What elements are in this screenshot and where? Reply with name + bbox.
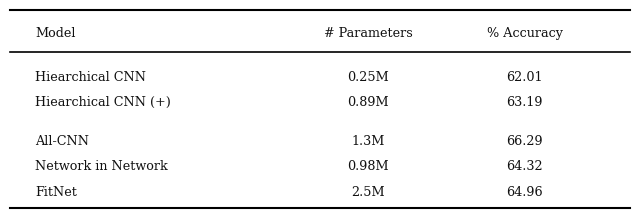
Text: 0.25M: 0.25M <box>347 71 389 84</box>
Text: Model: Model <box>35 26 76 40</box>
Text: Network in Network: Network in Network <box>35 160 168 174</box>
Text: Hiearchical CNN: Hiearchical CNN <box>35 71 146 84</box>
Text: 66.29: 66.29 <box>506 135 543 148</box>
Text: 62.01: 62.01 <box>506 71 543 84</box>
Text: 2.5M: 2.5M <box>351 186 385 199</box>
Text: 1.3M: 1.3M <box>351 135 385 148</box>
Text: # Parameters: # Parameters <box>324 26 412 40</box>
Text: Hiearchical CNN (+): Hiearchical CNN (+) <box>35 96 171 109</box>
Text: 0.98M: 0.98M <box>347 160 389 174</box>
Text: % Accuracy: % Accuracy <box>487 26 563 40</box>
Text: 63.19: 63.19 <box>506 96 543 109</box>
Text: FitNet: FitNet <box>35 186 77 199</box>
Text: 0.89M: 0.89M <box>347 96 389 109</box>
Text: 64.32: 64.32 <box>506 160 543 174</box>
Text: All-CNN: All-CNN <box>35 135 89 148</box>
Text: 64.96: 64.96 <box>506 186 543 199</box>
